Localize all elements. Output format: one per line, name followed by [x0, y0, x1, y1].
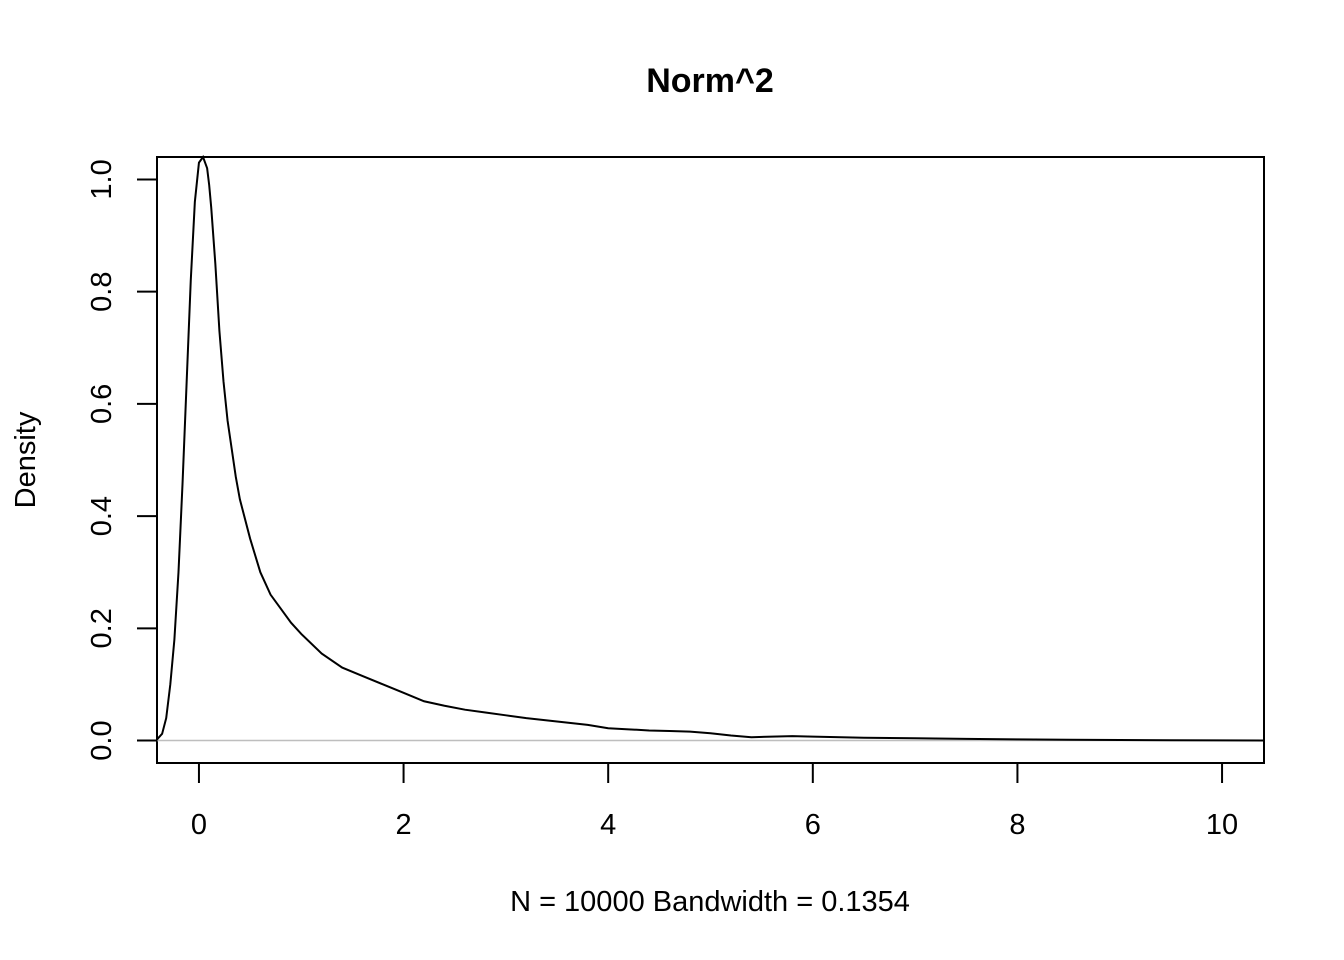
y-tick-label: 0.8	[86, 272, 118, 312]
y-tick-label: 0.6	[86, 384, 118, 424]
x-axis-label: N = 10000 Bandwidth = 0.1354	[510, 886, 910, 918]
x-tick-label: 2	[395, 809, 411, 841]
y-axis-label: Density	[10, 411, 42, 508]
x-tick-label: 6	[805, 809, 821, 841]
density-line	[156, 154, 1265, 742]
x-tick-label: 0	[191, 809, 207, 841]
plot-area-frame	[156, 156, 1265, 764]
y-axis: 0.0 0.2 0.4 0.6 0.8 1.0	[86, 159, 158, 761]
x-tick-label: 4	[600, 809, 616, 841]
y-tick-label: 0.4	[86, 496, 118, 536]
chart-title: Norm^2	[646, 62, 774, 100]
x-tick-label: 10	[1206, 809, 1238, 841]
x-axis: 0 2 4 6 8 10	[191, 762, 1238, 841]
y-tick-label: 0.0	[86, 720, 118, 760]
x-tick-label: 8	[1009, 809, 1025, 841]
y-tick-label: 1.0	[86, 159, 118, 199]
y-tick-label: 0.2	[86, 608, 118, 648]
